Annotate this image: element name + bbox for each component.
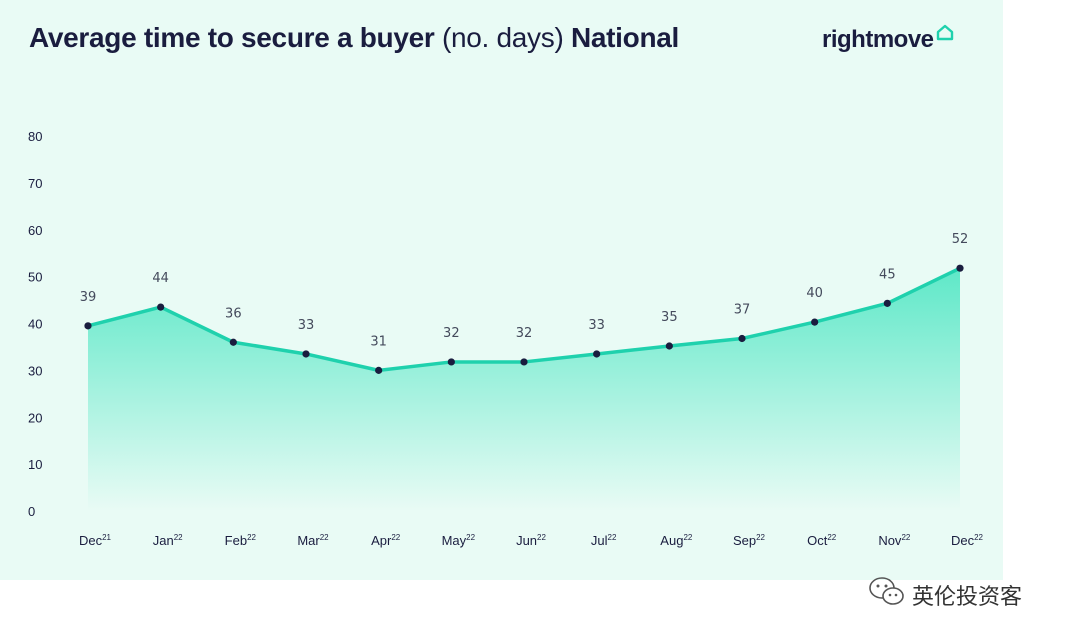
data-points: [84, 264, 964, 374]
x-tick-label: Nov22: [878, 533, 911, 548]
x-axis: Dec21 Jan22 Feb22 Mar22 Apr22 May22 Jun22 Jul22…: [79, 533, 984, 548]
watermark-text: 英伦投资客: [912, 584, 1023, 610]
title-main: Average time to secure a buyer: [29, 22, 435, 53]
house-outline-icon: [936, 24, 954, 47]
data-point: [956, 264, 964, 272]
x-tick-label: Mar22: [297, 533, 329, 548]
rightmove-logo: rightmove: [822, 24, 954, 54]
y-tick-label: 60: [28, 223, 42, 238]
data-point: [302, 350, 310, 358]
y-tick-label: 70: [28, 176, 42, 191]
data-label: 33: [298, 318, 315, 333]
x-tick-label: Apr22: [371, 533, 401, 548]
data-label: 36: [225, 306, 242, 321]
chart-title: Average time to secure a buyer (no. days…: [29, 22, 679, 54]
data-label: 40: [806, 286, 823, 301]
x-tick-label: Aug22: [660, 533, 693, 548]
area-chart: 0 10 20 30 40 50 60 70 80 Dec21 Jan22 Feb22 Mar22 Ap…: [28, 129, 984, 548]
x-tick-label: Jul22: [591, 533, 617, 548]
data-label: 35: [661, 310, 678, 325]
data-label: 45: [879, 267, 896, 282]
y-tick-label: 30: [28, 363, 42, 378]
data-point: [811, 318, 819, 326]
y-tick-label: 20: [28, 410, 42, 425]
y-tick-label: 40: [28, 317, 42, 332]
x-tick-label: May22: [442, 533, 476, 548]
data-point: [520, 358, 528, 366]
data-label: 52: [952, 232, 969, 247]
data-point: [738, 334, 746, 343]
x-tick-label: Sep22: [733, 533, 766, 548]
y-axis: 0 10 20 30 40 50 60 70 80: [28, 129, 42, 519]
watermark: 英伦投资客: [868, 576, 1022, 613]
x-tick-label: Jun22: [516, 533, 546, 548]
data-labels: 39 44 36 33 31 32 32 33 35 37 40 45 52: [80, 232, 969, 349]
data-point: [883, 299, 891, 307]
title-region: National: [570, 22, 680, 53]
data-label: 33: [588, 318, 605, 333]
data-point: [447, 358, 455, 366]
data-label: 32: [443, 326, 460, 341]
y-tick-label: 80: [28, 129, 42, 144]
data-label: 31: [370, 334, 387, 349]
title-unit: (no. days): [441, 22, 564, 53]
wechat-icon: [868, 576, 906, 613]
data-point: [84, 322, 92, 330]
y-tick-label: 10: [28, 457, 42, 472]
logo-text: rightmove: [822, 26, 934, 53]
x-tick-label: Dec21: [79, 533, 112, 548]
data-label: 44: [152, 271, 169, 286]
data-point: [229, 338, 237, 346]
data-point: [593, 350, 601, 358]
y-tick-label: 50: [28, 270, 42, 285]
x-tick-label: Jan22: [153, 533, 183, 548]
x-tick-label: Dec22: [951, 533, 984, 548]
x-tick-label: Oct22: [807, 533, 837, 548]
x-tick-label: Feb22: [225, 533, 257, 548]
data-label: 39: [80, 290, 97, 305]
data-label: 32: [516, 326, 533, 341]
area-fill: [88, 268, 960, 511]
data-point: [375, 366, 383, 374]
data-point: [157, 303, 165, 311]
y-tick-label: 0: [28, 504, 35, 519]
data-label: 37: [734, 303, 751, 318]
data-point: [665, 342, 673, 350]
